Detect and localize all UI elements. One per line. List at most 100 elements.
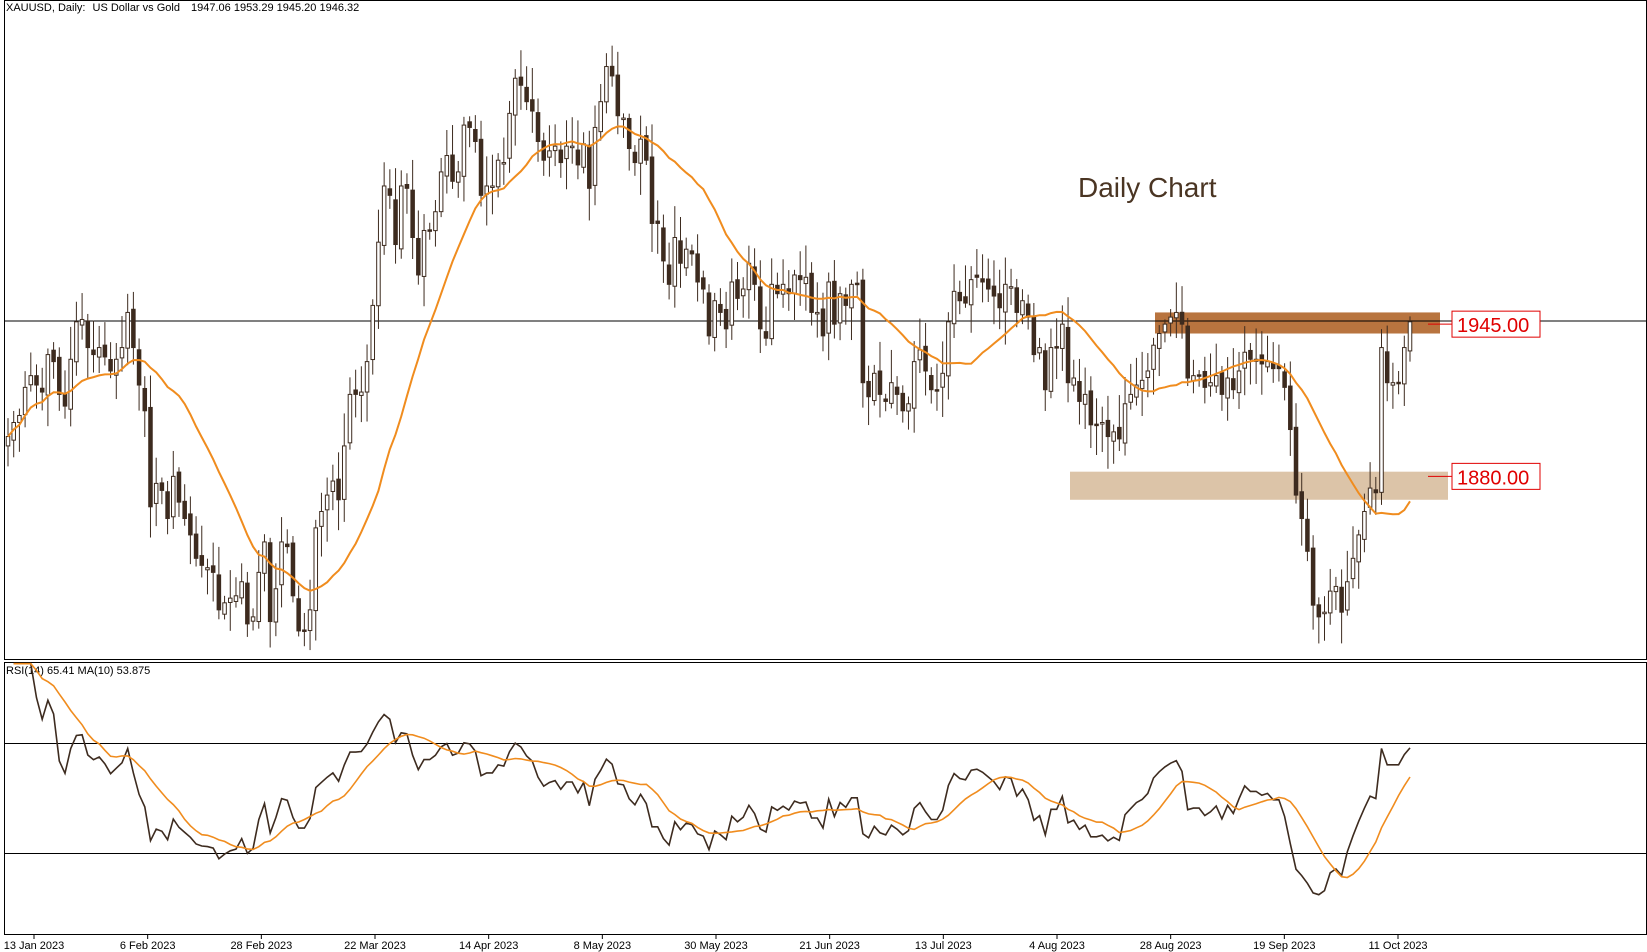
candle: [877, 370, 883, 395]
candle: [148, 406, 153, 508]
candle: [638, 138, 643, 164]
candle: [564, 145, 569, 160]
candle: [1065, 326, 1071, 384]
candle: [552, 145, 558, 152]
candle: [695, 253, 700, 283]
candle: [1077, 381, 1082, 402]
candle: [1282, 371, 1287, 388]
candle: [701, 277, 706, 290]
chart-annotation: Daily Chart: [1078, 172, 1217, 203]
candle: [769, 283, 774, 340]
candle: [91, 349, 96, 356]
candle: [233, 595, 239, 602]
candle: [1139, 379, 1145, 390]
candle: [621, 117, 626, 121]
candle: [1265, 361, 1270, 368]
candle: [649, 156, 655, 224]
candle: [28, 375, 34, 386]
candle: [683, 248, 689, 269]
candle: [79, 318, 85, 326]
candle: [541, 140, 546, 161]
candle: [1407, 321, 1413, 352]
chart-header: XAUUSD, Daily: US Dollar vs Gold 1947.06…: [6, 2, 359, 14]
candle: [410, 189, 415, 238]
candle: [370, 304, 376, 361]
candle: [404, 184, 410, 189]
candle: [142, 387, 148, 412]
candle: [1236, 370, 1242, 394]
candle: [62, 393, 68, 407]
ohlc-values: 1947.06 1953.29 1945.20 1946.32: [191, 2, 359, 14]
candle: [39, 387, 45, 393]
candle: [592, 126, 598, 186]
candle: [182, 500, 187, 520]
candle: [746, 262, 752, 291]
candle: [900, 392, 906, 412]
candle: [165, 491, 170, 520]
candle: [319, 510, 324, 527]
candle: [974, 274, 980, 278]
candle: [535, 112, 541, 142]
x-tick-label: 21 Jun 2023: [799, 940, 860, 952]
candle: [763, 331, 769, 339]
candle: [1327, 590, 1333, 614]
candle: [872, 372, 877, 402]
candle: [1162, 323, 1168, 333]
candle: [1333, 585, 1339, 593]
candle: [644, 135, 649, 161]
candle: [296, 598, 301, 632]
candle: [1299, 491, 1304, 520]
candle: [963, 296, 968, 304]
candle: [985, 278, 991, 290]
candle: [1008, 286, 1014, 289]
candle: [1060, 323, 1065, 349]
candle: [1345, 581, 1350, 611]
candle: [17, 414, 22, 423]
candle: [45, 354, 51, 396]
candle: [1402, 347, 1407, 385]
candle: [1242, 351, 1247, 369]
candle: [1117, 426, 1122, 440]
x-tick-label: 19 Sep 2023: [1253, 940, 1315, 952]
candle: [222, 602, 227, 615]
candle: [558, 149, 564, 164]
candle: [678, 240, 683, 264]
candle: [102, 344, 108, 358]
candle: [171, 475, 176, 518]
candle: [57, 356, 62, 395]
candle: [473, 129, 478, 142]
candle: [1208, 382, 1213, 387]
symbol-label: XAUUSD, Daily:: [6, 2, 85, 14]
candle: [598, 101, 603, 133]
candle: [421, 229, 427, 277]
candle: [991, 285, 997, 297]
resistance-zone: [1155, 312, 1440, 334]
candle: [210, 565, 216, 573]
candle: [114, 358, 119, 376]
rsi-ma-line: [13, 662, 1411, 879]
candle: [307, 609, 313, 632]
rsi-line: [13, 662, 1411, 896]
candle: [1322, 611, 1327, 615]
candle: [290, 542, 296, 597]
candle: [455, 171, 461, 183]
candle: [490, 185, 495, 188]
candle: [797, 275, 803, 281]
candle: [1288, 385, 1293, 431]
candle: [1042, 350, 1048, 391]
candle: [250, 616, 256, 622]
candle: [188, 513, 193, 536]
candle: [1310, 547, 1316, 606]
candle: [1390, 382, 1396, 386]
candle: [723, 308, 729, 330]
description-label: US Dollar vs Gold: [93, 2, 180, 14]
candle: [740, 288, 746, 297]
x-tick-label: 28 Feb 2023: [230, 940, 292, 952]
x-tick-label: 13 Jan 2023: [4, 940, 65, 952]
candle: [934, 389, 940, 392]
x-tick-label: 30 May 2023: [684, 940, 748, 952]
candle: [883, 398, 888, 402]
candle: [85, 320, 91, 349]
candle: [495, 159, 501, 188]
candle: [1037, 347, 1042, 354]
